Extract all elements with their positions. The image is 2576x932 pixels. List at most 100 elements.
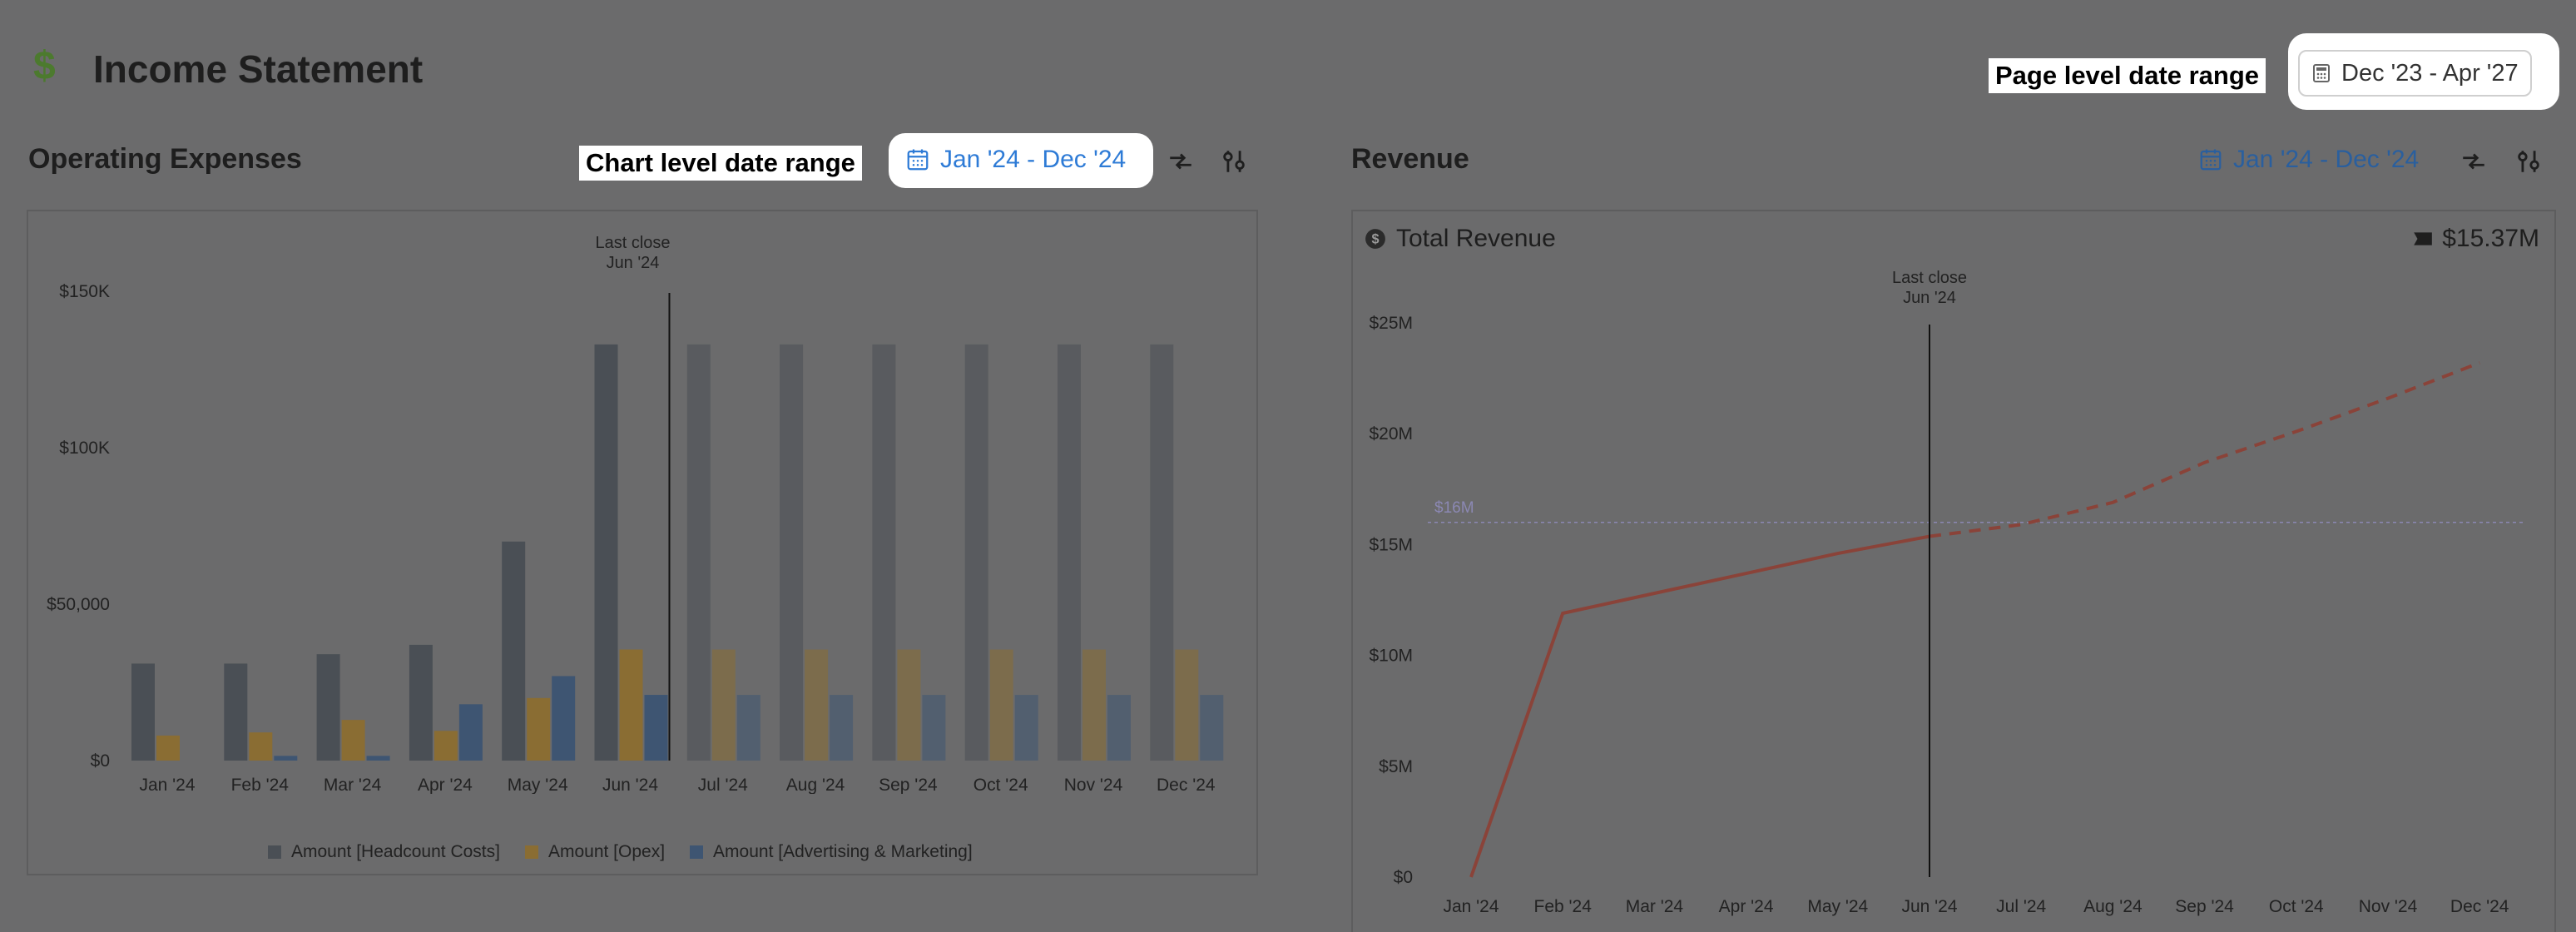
bar-amount-headcount-costs-feb-24[interactable] — [224, 663, 248, 761]
bar-amount-headcount-costs-jun-24[interactable] — [594, 344, 618, 761]
bar-amount-opex-dec-24[interactable] — [1175, 649, 1199, 761]
bar-amount-headcount-costs-nov-24[interactable] — [1058, 344, 1081, 761]
legend-swatch-advertising — [690, 845, 704, 859]
legend-label-opex: Amount [Opex] — [547, 842, 666, 861]
legend-item-opex[interactable]: Amount [Opex] — [524, 842, 666, 862]
x-tick-label: Dec '24 — [2450, 897, 2509, 916]
opex-section-title: Operating Expenses — [28, 143, 302, 175]
bar-amount-opex-jan-24[interactable] — [156, 735, 180, 761]
bar-amount-headcount-costs-mar-24[interactable] — [316, 654, 340, 761]
x-tick-label: Sep '24 — [879, 776, 938, 794]
page-date-range-button[interactable]: Dec '23 - Apr '27 — [2298, 50, 2532, 97]
x-tick-label: Aug '24 — [786, 776, 845, 794]
settings-sliders-icon[interactable] — [1220, 147, 1248, 176]
calendar-icon — [907, 149, 929, 171]
x-tick-label: Jan '24 — [1443, 897, 1499, 916]
y-tick-label: $20M — [1369, 424, 1413, 444]
bar-amount-headcount-costs-aug-24[interactable] — [780, 344, 804, 761]
x-tick-label: Jul '24 — [1996, 897, 2046, 916]
bar-amount-headcount-costs-jan-24[interactable] — [131, 663, 155, 761]
x-tick-label: Feb '24 — [231, 776, 290, 794]
revenue-chart-panel: $ Total Revenue $15.37M $0 $5M $10M $15M $20… — [1351, 210, 2556, 932]
dollar-icon: $ — [33, 44, 56, 88]
legend-swatch-headcount — [268, 845, 281, 859]
x-tick-label: Oct '24 — [2269, 897, 2324, 916]
dollar-circle-icon: $ — [1365, 229, 1385, 249]
page-level-date-range-callout: Page level date range — [1989, 58, 2266, 93]
opex-date-range-label: Jan '24 - Dec '24 — [940, 146, 1127, 173]
y-tick-label: $100K — [59, 439, 110, 458]
last-close-date: Jun '24 — [1903, 289, 1956, 307]
calendar-icon — [2200, 149, 2222, 171]
y-tick-label: $0 — [1394, 868, 1413, 887]
bar-amount-headcount-costs-apr-24[interactable] — [409, 644, 433, 761]
x-tick-label: Jul '24 — [698, 776, 748, 794]
bar-amount-headcount-costs-oct-24[interactable] — [964, 344, 988, 761]
opex-date-range-button[interactable]: Jan '24 - Dec '24 — [905, 146, 1126, 174]
x-tick-label: Nov '24 — [2359, 897, 2418, 916]
x-tick-label: Apr '24 — [418, 776, 473, 794]
bar-amount-opex-mar-24[interactable] — [341, 720, 365, 761]
bar-amount-opex-feb-24[interactable] — [249, 732, 273, 761]
revenue-actual-line[interactable] — [1469, 534, 1930, 878]
x-tick-label: May '24 — [1807, 897, 1868, 916]
last-close-label: Last close — [595, 234, 670, 252]
y-tick-label: $150K — [59, 282, 110, 301]
legend-label-advertising: Amount [Advertising & Marketing] — [713, 842, 973, 861]
settings-sliders-icon[interactable] — [2514, 147, 2543, 176]
bar-amount-advertising-marketing-jun-24[interactable] — [644, 695, 668, 761]
x-tick-label: Aug '24 — [2083, 897, 2143, 916]
page-date-range-label: Dec '23 - Apr '27 — [2341, 59, 2519, 87]
bar-amount-headcount-costs-dec-24[interactable] — [1150, 344, 1174, 761]
y-tick-label: $0 — [91, 751, 110, 771]
last-close-label: Last close — [1892, 269, 1967, 287]
x-tick-label: Jun '24 — [1901, 897, 1957, 916]
bar-amount-advertising-marketing-nov-24[interactable] — [1107, 695, 1131, 761]
legend-item-advertising[interactable]: Amount [Advertising & Marketing] — [690, 842, 973, 862]
x-tick-label: Mar '24 — [324, 776, 382, 794]
bar-amount-advertising-marketing-oct-24[interactable] — [1014, 695, 1038, 761]
bar-amount-advertising-marketing-mar-24[interactable] — [366, 756, 390, 761]
revenue-section-title: Revenue — [1351, 143, 1469, 175]
revenue-forecast-line[interactable] — [1929, 361, 2480, 538]
bar-amount-headcount-costs-may-24[interactable] — [502, 541, 526, 761]
y-tick-label: $25M — [1369, 314, 1413, 333]
revenue-date-range-button[interactable]: Jan '24 - Dec '24 — [2198, 146, 2419, 174]
x-tick-label: Feb '24 — [1534, 897, 1593, 916]
bar-amount-opex-aug-24[interactable] — [805, 649, 829, 761]
bar-amount-advertising-marketing-aug-24[interactable] — [830, 695, 854, 761]
x-tick-label: Dec '24 — [1157, 776, 1216, 794]
x-tick-label: May '24 — [508, 776, 568, 794]
total-revenue-value: $15.37M — [2412, 225, 2539, 253]
bar-amount-advertising-marketing-jul-24[interactable] — [736, 695, 760, 761]
y-tick-label: $10M — [1369, 647, 1413, 666]
bar-amount-opex-jun-24[interactable] — [619, 649, 643, 761]
bar-amount-advertising-marketing-dec-24[interactable] — [1200, 695, 1224, 761]
bar-amount-opex-oct-24[interactable] — [989, 649, 1013, 761]
compare-icon[interactable] — [2460, 147, 2488, 176]
bar-amount-advertising-marketing-may-24[interactable] — [552, 676, 576, 761]
total-revenue-amount: $15.37M — [2442, 225, 2539, 252]
bar-amount-headcount-costs-jul-24[interactable] — [686, 344, 711, 761]
bar-amount-opex-apr-24[interactable] — [433, 731, 458, 761]
bar-amount-advertising-marketing-sep-24[interactable] — [922, 695, 946, 761]
opex-chart-panel: $0 $50,000 $100K $150K Jan '24 Feb '24 Mar '24… — [27, 210, 1258, 875]
bar-amount-advertising-marketing-feb-24[interactable] — [274, 756, 298, 761]
x-tick-label: Sep '24 — [2175, 897, 2234, 916]
compare-icon[interactable] — [1167, 147, 1195, 176]
x-tick-label: Jan '24 — [139, 776, 195, 794]
opex-legend: Amount [Headcount Costs] Amount [Opex] A… — [268, 842, 973, 862]
total-revenue-label: Total Revenue — [1396, 225, 1556, 252]
bar-amount-opex-sep-24[interactable] — [897, 649, 921, 761]
bar-amount-opex-nov-24[interactable] — [1082, 649, 1106, 761]
bar-amount-opex-jul-24[interactable] — [711, 649, 736, 761]
revenue-date-range-label: Jan '24 - Dec '24 — [2233, 146, 2420, 173]
legend-item-headcount[interactable]: Amount [Headcount Costs] — [268, 842, 500, 862]
x-tick-label: Jun '24 — [602, 776, 658, 794]
x-tick-label: Apr '24 — [1719, 897, 1774, 916]
bar-amount-headcount-costs-sep-24[interactable] — [872, 344, 896, 761]
bar-amount-opex-may-24[interactable] — [527, 697, 551, 761]
y-tick-label: $5M — [1379, 757, 1413, 776]
bar-amount-advertising-marketing-apr-24[interactable] — [458, 704, 483, 761]
revenue-line-chart: $0 $5M $10M $15M $20M $25M Jan '24 Feb '24 Mar '… — [1369, 269, 2526, 916]
